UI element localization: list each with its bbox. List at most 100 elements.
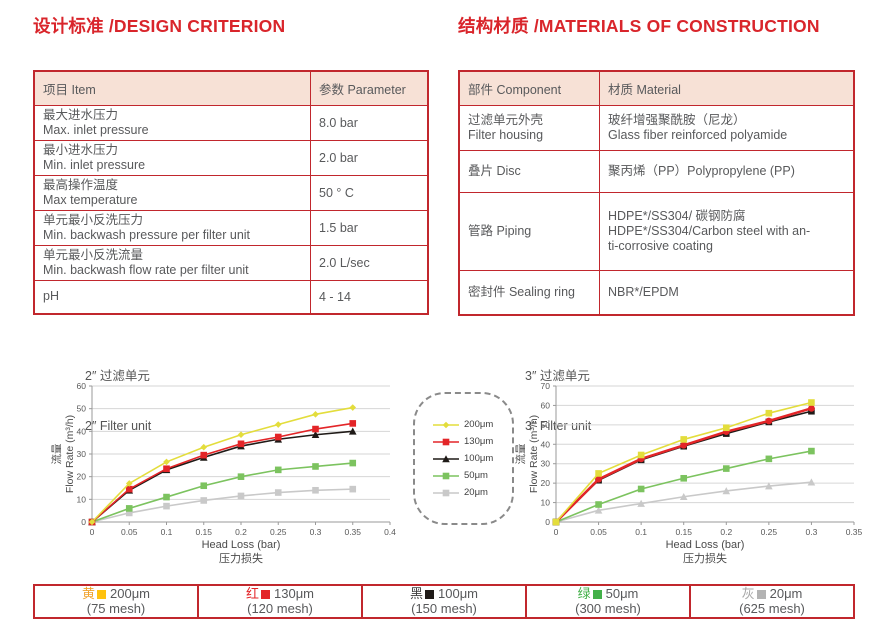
series-marker [200, 443, 208, 451]
mesh-size-label: 200μm [110, 585, 151, 601]
x-tick-label: 0.1 [161, 527, 173, 537]
series-marker [274, 489, 282, 496]
x-tick-label: 0.3 [310, 527, 322, 537]
series-marker [163, 458, 170, 466]
mesh-color-name: 黑 [409, 585, 423, 601]
material-line: NBR*/EPDM [608, 284, 679, 299]
mesh-legend-cell: 黄 200μm (75 mesh) [35, 586, 197, 617]
parameter-cell: 4 - 14 [319, 290, 351, 304]
x-tick-label: 0.4 [384, 527, 396, 537]
chart-legend-item: 200μm [432, 419, 512, 430]
x-tick-label: 0.25 [270, 527, 287, 537]
series-marker [679, 492, 688, 501]
series-line-130μm [91, 422, 353, 523]
series-marker [312, 411, 319, 418]
chart-title-3inch-en: 3″ Filter unit [525, 419, 592, 434]
series-marker [765, 455, 773, 463]
legend-label: 200μm [464, 419, 494, 430]
series-marker [442, 421, 450, 428]
item-line: Max. inlet pressure [43, 123, 149, 137]
chart-title-2inch-en: 2″ Filter unit [85, 419, 152, 434]
y-tick-label: 0 [545, 517, 550, 527]
mesh-legend-line1: 黑 100μm [409, 585, 478, 602]
x-tick-label: 0.15 [195, 527, 212, 537]
item-cell: 单元最小反洗流量 Min. backwash flow rate per filt… [35, 246, 311, 280]
series-line-100μm [91, 430, 353, 523]
parameter-cell: 1.5 bar [319, 221, 358, 235]
chart-title-3inch: 3″ 过滤单元 3″ Filter unit [525, 334, 591, 469]
series-marker [595, 470, 602, 477]
series-marker [237, 431, 245, 439]
material-line: 聚丙烯（PP）Polypropylene (PP) [608, 163, 795, 178]
series-marker [722, 424, 730, 432]
component-cell: 管路 Piping [460, 193, 600, 270]
mesh-legend-cell: 黑 100μm (150 mesh) [361, 586, 525, 617]
series-marker [765, 482, 773, 490]
component-cell: 过滤单元外壳 Filter housing [460, 106, 600, 150]
legend-marker-swatch [433, 489, 459, 496]
y-axis-label-en: Flow Rate (m³/h) [64, 415, 76, 493]
materials-table-header-material: 材质 Material [608, 83, 681, 97]
series-marker [442, 489, 450, 496]
chart-title-2inch-cn: 2″ 过滤单元 [85, 368, 150, 383]
series-marker [349, 420, 357, 427]
series-marker [594, 506, 603, 514]
series-line-130μm [555, 407, 812, 523]
series-marker [348, 427, 357, 435]
y-tick-label: 40 [541, 439, 551, 449]
series-marker [349, 404, 357, 411]
chart-legend-box: 200μm 130μm 100μm 50μm 20μm [413, 392, 514, 525]
series-marker [274, 433, 282, 441]
mesh-legend-cell: 绿 50μm (300 mesh) [525, 586, 689, 617]
x-tick-label: 0.3 [806, 527, 818, 537]
x-axis-label-en: Head Loss (bar) [666, 539, 745, 551]
series-marker [200, 451, 208, 459]
mesh-count-label: (300 mesh) [575, 600, 641, 616]
series-marker [637, 485, 645, 493]
x-tick-label: 0.35 [846, 527, 863, 537]
y-tick-label: 20 [77, 472, 87, 482]
mesh-color-swatch [592, 589, 602, 599]
series-marker [637, 499, 645, 507]
mesh-legend-line1: 绿 50μm [578, 586, 639, 602]
legend-label: 100μm [464, 453, 494, 464]
mesh-legend-cell: 灰 20μm (625 mesh) [689, 586, 853, 617]
item-line: Min. backwash flow rate per filter unit [43, 263, 249, 277]
mesh-count-label: (120 mesh) [247, 600, 313, 616]
design-criterion-title: 设计标准 /DESIGN CRITERION [33, 16, 286, 36]
parameter-cell: 8.0 bar [319, 116, 358, 130]
y-tick-label: 50 [541, 420, 551, 430]
series-marker [274, 421, 282, 428]
design-criterion-table: 项目 Item 参数 Parameter 最大进水压力 Max. inlet pr… [33, 70, 429, 315]
table-row: 密封件 Sealing ring NBR*/EPDM [460, 270, 853, 314]
series-marker [163, 493, 170, 501]
series-line-50μm [91, 462, 353, 523]
mesh-legend-line1: 灰 20μm [741, 585, 803, 602]
mesh-color-name: 灰 [741, 585, 755, 601]
table-row: pH 4 - 14 [35, 280, 427, 313]
y-tick-label: 10 [77, 494, 87, 504]
series-marker [125, 505, 133, 512]
x-axis-label-en: Head Loss (bar) [202, 539, 281, 551]
component-line: 叠片 Disc [468, 163, 521, 178]
material-cell: 聚丙烯（PP）Polypropylene (PP) [600, 151, 853, 192]
mesh-size-label: 20μm [769, 585, 803, 601]
item-line: 单元最小反洗压力 [43, 212, 144, 227]
series-marker [765, 417, 773, 425]
component-line: 过滤单元外壳 [468, 112, 544, 127]
series-marker [637, 451, 645, 459]
series-marker [349, 459, 357, 467]
item-line: Min. backwash pressure per filter unit [43, 228, 251, 242]
mesh-legend-line1: 黄 200μm [82, 585, 151, 602]
x-tick-label: 0.2 [720, 527, 732, 537]
series-marker [680, 441, 688, 449]
table-row: 单元最小反洗压力 Min. backwash pressure per filte… [35, 210, 427, 245]
mesh-size-legend-bar: 黄 200μm (75 mesh) 红 130μm (120 mesh) 黑 100μm (15… [33, 584, 855, 619]
legend-marker-swatch [433, 472, 459, 479]
mesh-count-label: (625 mesh) [739, 600, 805, 616]
design-table-header-parameter: 参数 Parameter [319, 83, 406, 97]
legend-label: 50μm [464, 470, 488, 481]
materials-table-header-row: 部件 Component 材质 Material [460, 72, 853, 105]
x-tick-label: 0.15 [675, 527, 692, 537]
material-line: HDPE*/SS304/ 碳钢防腐 [608, 208, 746, 223]
